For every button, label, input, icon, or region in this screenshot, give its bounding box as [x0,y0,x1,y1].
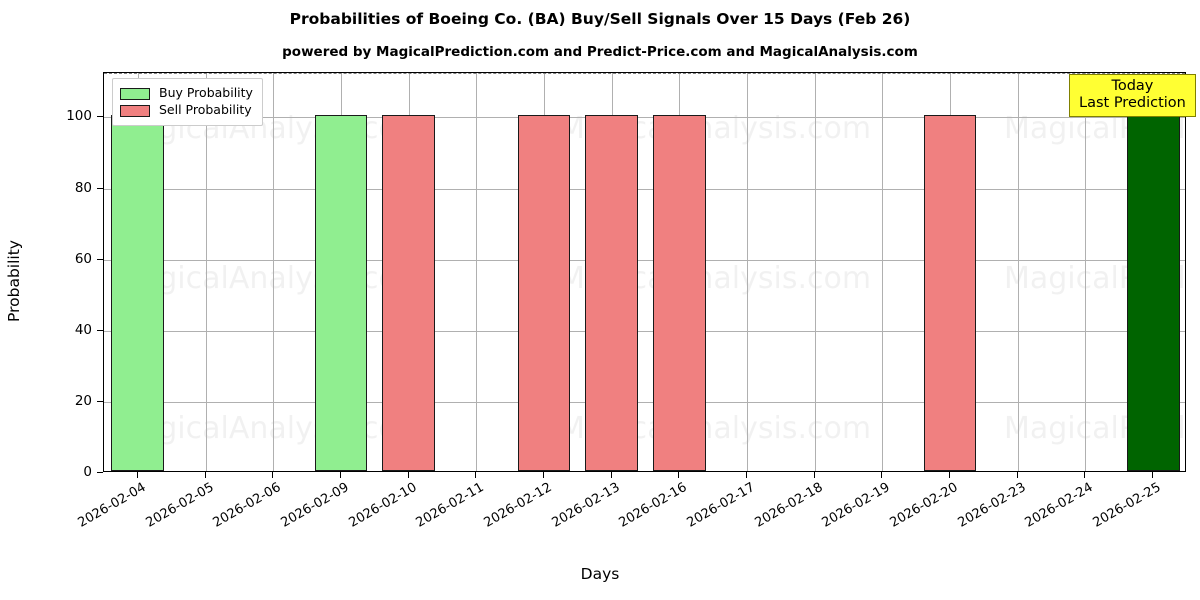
x-tick-mark [340,472,341,478]
x-tick-mark [1152,472,1153,478]
y-axis-ticks: 0 20 40 60 80 100 [0,72,92,480]
x-tick-mark [611,472,612,478]
x-tick-mark [205,472,206,478]
grid-line-vertical [747,73,748,471]
bar-sell-2026-02-10 [382,115,435,471]
y-tick-mark [97,472,103,473]
x-tick-mark [881,472,882,478]
x-tick-mark [272,472,273,478]
grid-line-vertical [882,73,883,471]
threshold-line [104,73,1185,74]
y-tick-label: 100 [66,108,92,125]
x-axis-label: Days [580,565,620,583]
bar-sell-2026-02-13 [585,115,639,471]
grid-line-vertical [1018,73,1019,471]
bar-sell-2026-02-12 [517,115,571,471]
x-tick-mark [1084,472,1085,478]
chart-legend: Buy Probability Sell Probability [112,78,263,126]
y-tick-mark [97,329,103,331]
grid-line-vertical [1085,73,1086,471]
grid-line-vertical [815,73,816,471]
bar-sell-2026-02-20 [923,115,977,471]
grid-line-vertical [273,73,274,471]
y-axis-label: Probability [5,240,23,322]
grid-line-horizontal [104,401,1185,403]
grid-line-vertical [476,73,477,471]
x-tick-mark [137,472,138,478]
x-tick-mark [408,472,409,478]
bar-today-2026-02-25 [1126,115,1180,471]
x-tick-mark [746,472,747,478]
x-tick-mark [678,472,679,478]
y-tick-mark [97,187,103,189]
grid-line-horizontal [104,188,1185,190]
y-tick-label: 40 [74,321,92,338]
x-tick-mark [475,472,476,478]
annotation-line-last-prediction: Last Prediction [1079,95,1186,112]
x-axis-tick-marks [0,472,1200,479]
grid-line-vertical [206,73,207,471]
legend-swatch-buy-icon [120,87,150,100]
bar-buy-2026-02-09 [314,115,368,471]
y-tick-mark [97,116,103,118]
annotation-line-today: Today [1111,78,1154,94]
legend-swatch-sell-icon [120,104,150,117]
x-tick-mark [814,472,815,478]
legend-item-buy: Buy Probability [120,85,253,102]
bar-sell-2026-02-16 [652,115,706,471]
x-tick-mark [1017,472,1018,478]
grid-line-horizontal [104,259,1185,261]
legend-label-buy: Buy Probability [159,85,253,101]
grid-line-horizontal [104,330,1185,332]
page-title: Probabilities of Boeing Co. (BA) Buy/Sel… [289,10,911,28]
y-tick-label: 60 [74,250,92,267]
y-tick-label: 20 [74,392,92,409]
chart-subtitle: powered by MagicalPrediction.com and Pre… [282,44,918,60]
y-tick-mark [97,400,103,402]
legend-label-sell: Sell Probability [159,102,252,118]
x-tick-mark [543,472,544,478]
y-tick-label: 80 [74,179,92,196]
today-annotation: Today Last Prediction [1069,74,1196,118]
y-tick-label: 0 [83,464,92,480]
y-tick-mark [97,258,103,260]
x-tick-mark [949,472,950,478]
plot-area: MagicalAnalysis.com MagicalAnalysis.com Ma… [103,72,1186,472]
bar-buy-2026-02-04 [111,115,165,471]
grid-line-horizontal [104,117,1185,119]
legend-item-sell: Sell Probability [120,102,253,119]
